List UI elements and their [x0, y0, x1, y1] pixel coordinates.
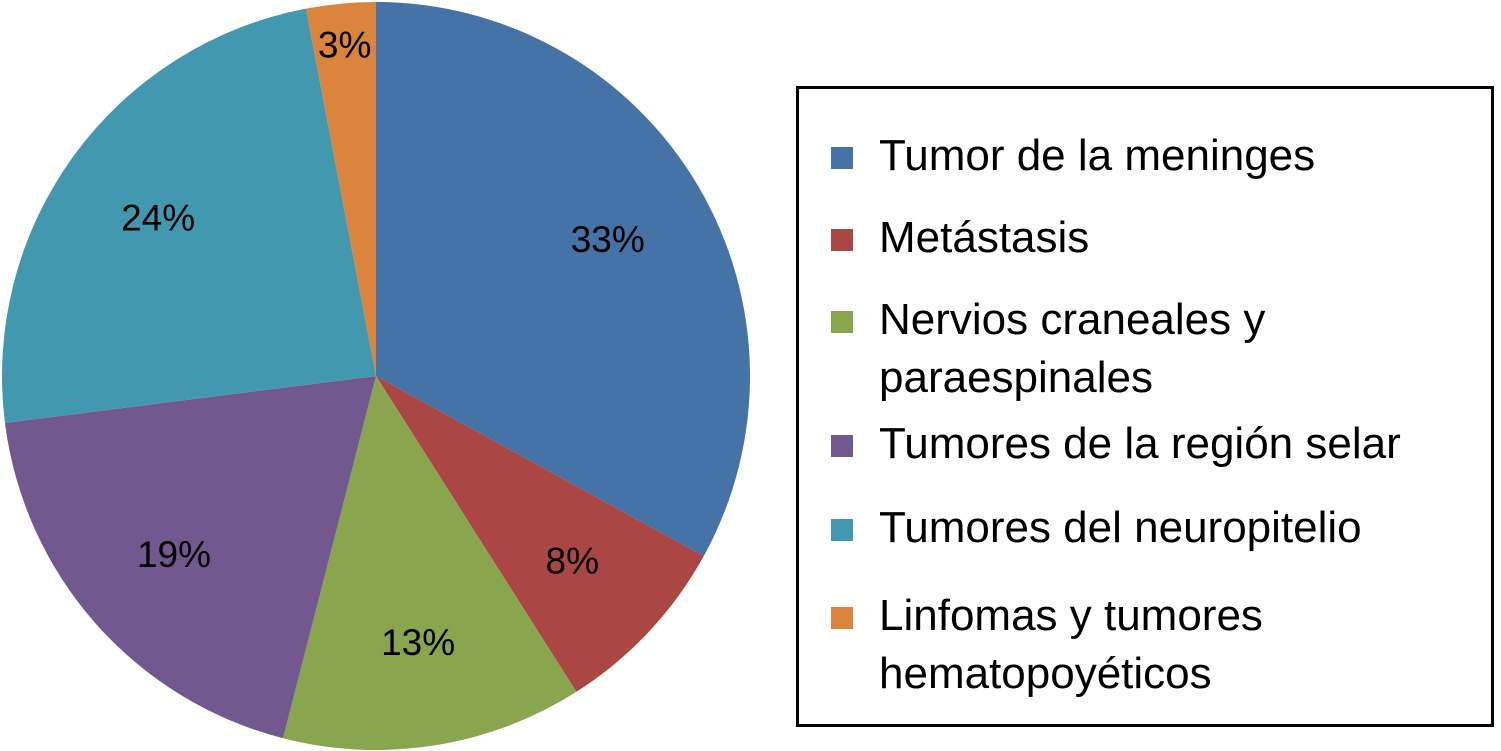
legend-label: Tumores del neuropitelio [879, 503, 1362, 552]
slice-percent-label: 3% [318, 25, 371, 66]
legend-swatch [831, 229, 853, 251]
pie-chart: 33% 8% 13% 19% 24% 3% [1, 2, 751, 750]
legend-item-meninges: Tumor de la meninges [831, 127, 1489, 185]
legend-label: Tumores de la región selar [879, 419, 1401, 468]
slice-percent-label: 13% [381, 622, 455, 663]
pie-slice-5 [305, 2, 376, 376]
pie-slice-4 [1, 8, 376, 423]
legend-label: Tumor de la meninges [879, 131, 1316, 180]
legend-label: Linfomas y tumores hematopoyéticos [879, 591, 1263, 698]
legend-swatch [831, 519, 853, 541]
legend-swatch [831, 147, 853, 169]
legend-item-nervios: Nervios craneales y paraespinales [831, 291, 1319, 407]
legend-swatch [831, 435, 853, 457]
legend-item-region-selar: Tumores de la región selar [831, 415, 1489, 473]
pie-slice-0 [376, 2, 751, 557]
pie-slice-2 [282, 376, 577, 750]
pie-slice-1 [376, 376, 704, 692]
slice-percent-label: 24% [121, 198, 195, 239]
legend-swatch [831, 311, 853, 333]
legend-swatch [831, 607, 853, 629]
legend-label: Metástasis [879, 213, 1090, 262]
slice-percent-label: 19% [137, 534, 211, 575]
legend-item-linfomas: Linfomas y tumores hematopoyéticos [831, 587, 1319, 703]
pie-slice-3 [4, 376, 377, 739]
legend: Tumor de la meninges Metástasis Nervios … [796, 86, 1494, 727]
slice-percent-label: 8% [546, 540, 599, 581]
legend-label: Nervios craneales y paraespinales [879, 295, 1266, 402]
slice-percent-label: 33% [571, 219, 645, 260]
legend-item-neuropitelio: Tumores del neuropitelio [831, 499, 1489, 557]
legend-item-metastasis: Metástasis [831, 209, 1489, 267]
